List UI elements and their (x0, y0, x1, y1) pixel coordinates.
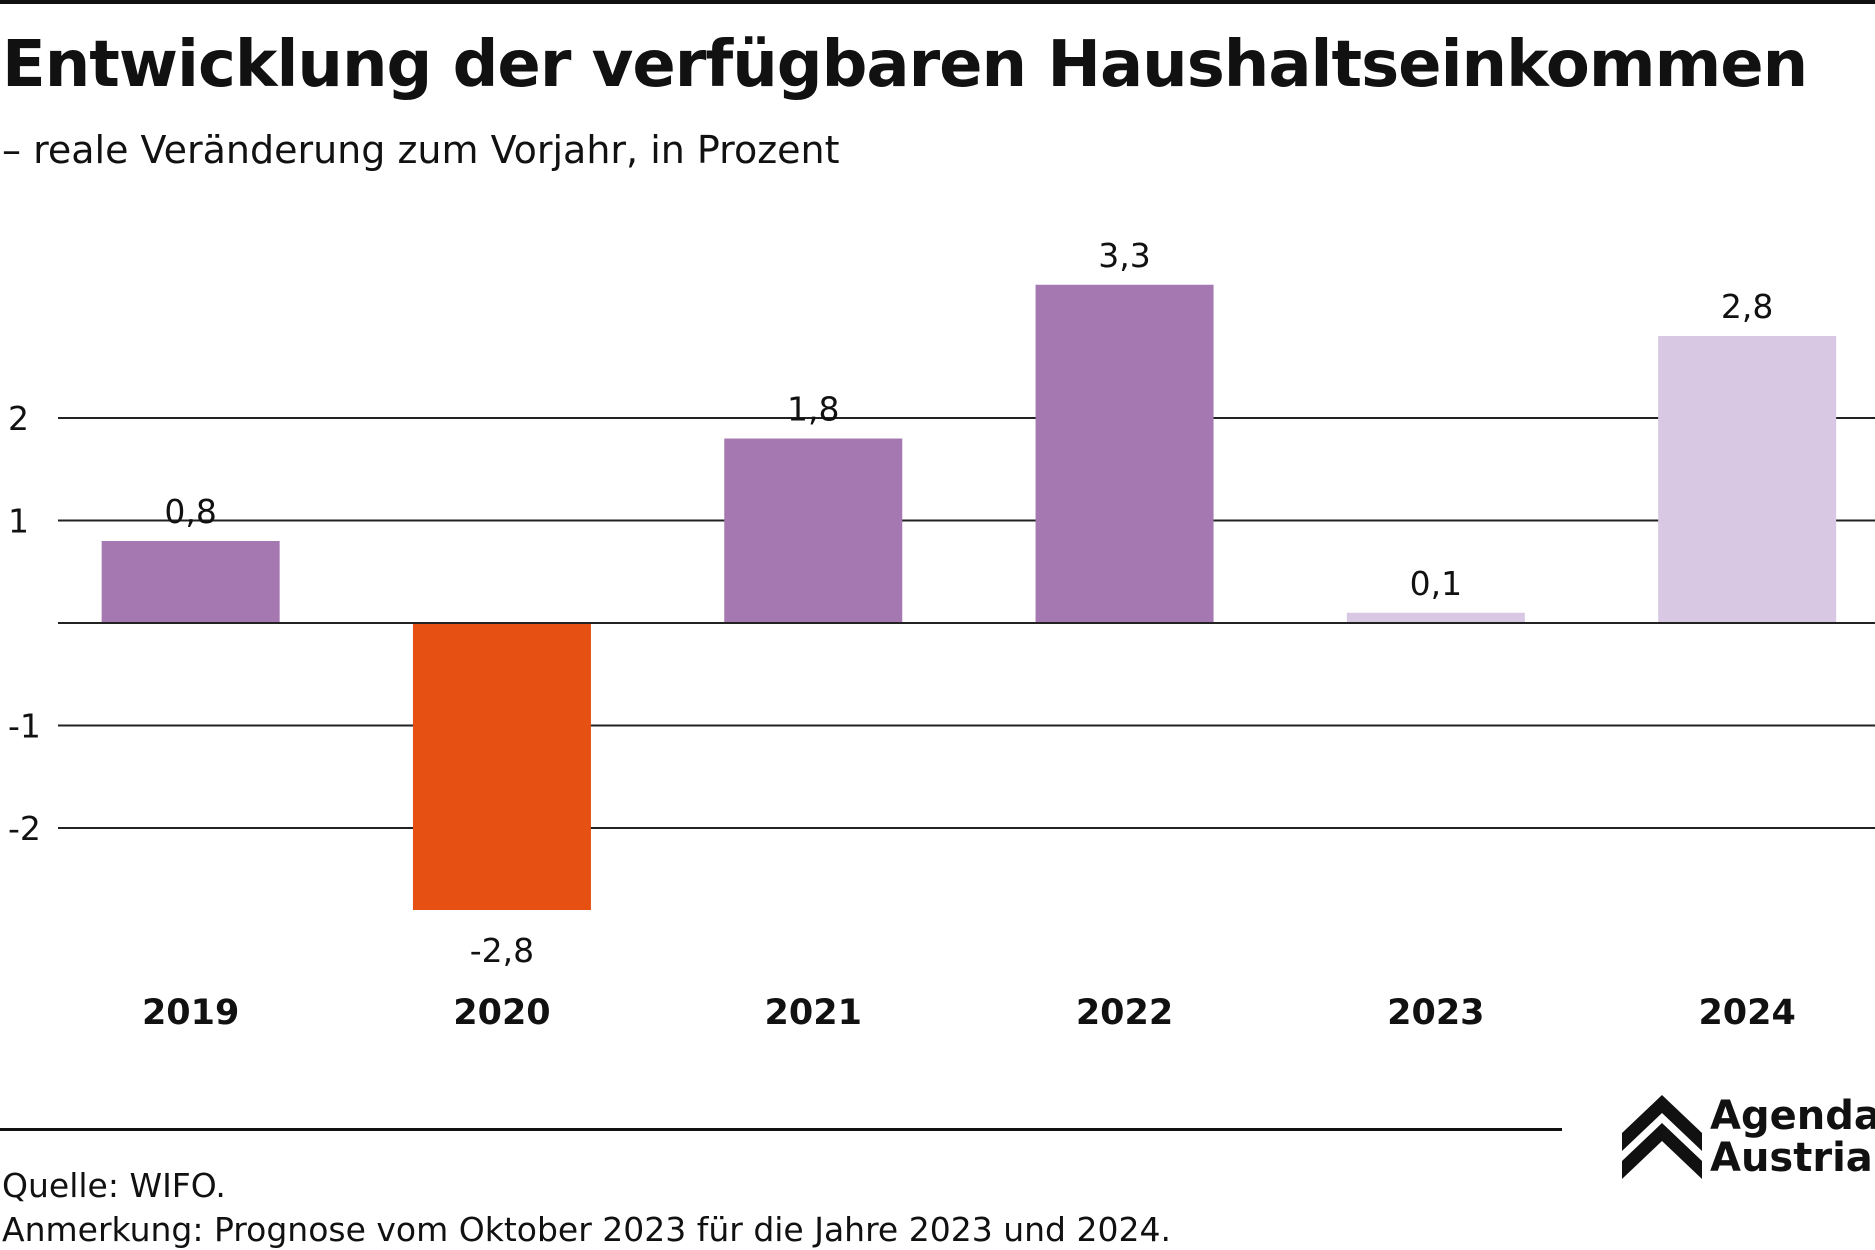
bar-chart: 2 1 -1 -2 0,8 2019 -2,8 2020 1,8 2021 3,3 2022 0,1 20… (8, 236, 1875, 1033)
chart-title: Entwicklung der verfügbaren Haushaltsein… (2, 28, 1808, 102)
chart-subtitle: – reale Veränderung zum Vorjahr, in Proz… (2, 128, 840, 172)
x-tick-label: 2023 (1387, 993, 1484, 1033)
data-label: 1,8 (787, 390, 839, 429)
agenda-austria-logo: Agenda Austria (1622, 1093, 1875, 1185)
source-note: Quelle: WIFO. (2, 1166, 226, 1205)
double-chevron-up-icon (1622, 1095, 1702, 1179)
data-label: 0,8 (164, 492, 216, 531)
bar (101, 541, 280, 623)
bar (1346, 612, 1525, 623)
y-tick-label: -2 (8, 809, 41, 848)
bar (1658, 336, 1837, 623)
data-label: 2,8 (1721, 287, 1773, 326)
bar (412, 623, 591, 910)
footer-rule (0, 1128, 1562, 1131)
x-tick-label: 2024 (1698, 993, 1795, 1033)
data-label: -2,8 (470, 931, 534, 970)
x-tick-label: 2022 (1076, 993, 1173, 1033)
logo-line-1: Agenda (1710, 1093, 1875, 1139)
bar (724, 438, 903, 623)
x-tick-label: 2020 (453, 993, 550, 1033)
annotation-note: Anmerkung: Prognose vom Oktober 2023 für… (2, 1210, 1171, 1249)
x-tick-label: 2021 (765, 993, 862, 1033)
x-tick-label: 2019 (142, 993, 239, 1033)
y-tick-label: 2 (8, 399, 29, 438)
data-label: 3,3 (1098, 236, 1150, 275)
top-rule (0, 0, 1875, 4)
logo-line-2: Austria (1710, 1135, 1873, 1181)
bar (1035, 284, 1214, 623)
y-tick-label: -1 (8, 707, 41, 746)
data-label: 0,1 (1410, 564, 1462, 603)
y-tick-label: 1 (8, 502, 29, 541)
